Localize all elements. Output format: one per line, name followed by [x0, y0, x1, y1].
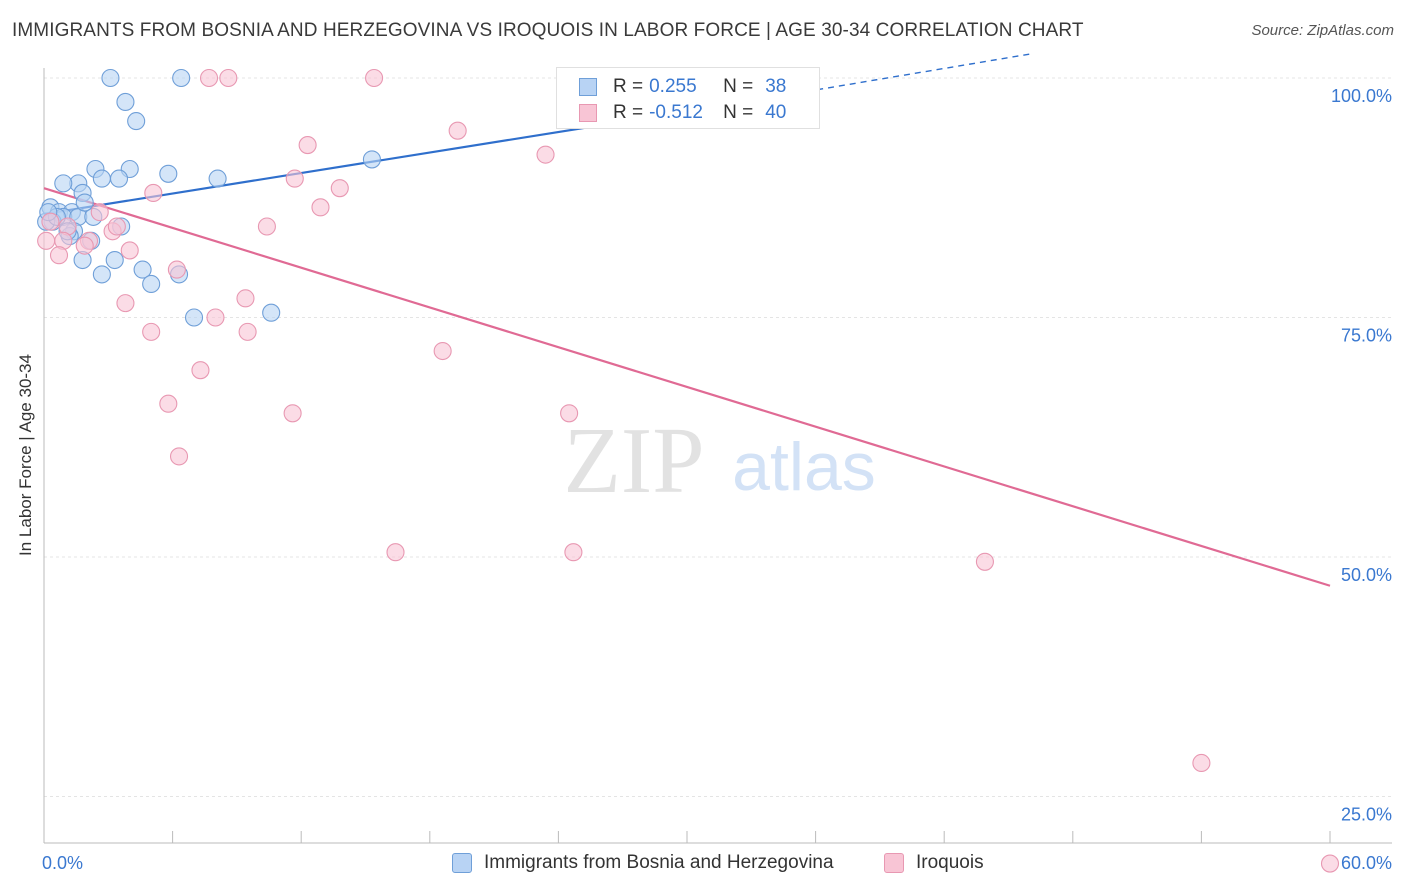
point-iroquois: [536, 145, 555, 164]
x-tick-label: 0.0%: [42, 853, 83, 873]
legend-r-label: R =: [613, 102, 644, 123]
point-iroquois: [142, 322, 161, 341]
point-iroquois: [120, 241, 139, 260]
point-iroquois: [560, 404, 579, 423]
point-iroquois: [564, 543, 583, 562]
correlation-legend: R = 0.255 N = 38 R = -0.512 N = 40: [556, 67, 820, 129]
point-bosnia: [208, 169, 227, 188]
point-iroquois: [169, 447, 189, 466]
point-iroquois: [975, 552, 994, 571]
point-bosnia: [159, 164, 178, 183]
series-swatch-bosnia: [452, 853, 472, 873]
y-tick-label: 25.0%: [1341, 805, 1392, 825]
grid-lines: [44, 77, 1392, 797]
x-tick-label: 60.0%: [1341, 853, 1392, 873]
point-bosnia: [127, 112, 146, 131]
legend-row-bosnia: R = 0.255 N = 38: [579, 75, 786, 99]
trend-line-iroquois: [43, 187, 1331, 587]
point-bosnia: [116, 92, 135, 111]
point-bosnia: [105, 250, 124, 270]
point-iroquois: [238, 322, 257, 341]
point-bosnia: [184, 308, 204, 327]
chart-title: IMMIGRANTS FROM BOSNIA AND HERZEGOVINA V…: [12, 20, 1084, 41]
point-iroquois: [283, 404, 302, 423]
point-iroquois: [206, 308, 225, 327]
data-points: [37, 68, 1340, 873]
point-iroquois: [37, 231, 56, 250]
series-swatch-iroquois: [884, 853, 904, 873]
y-axis-label: In Labor Force | Age 30-34: [16, 354, 35, 556]
point-bosnia: [262, 303, 281, 322]
legend-n-label: N =: [723, 102, 754, 123]
point-iroquois: [236, 289, 255, 308]
legend-n-label: N =: [723, 76, 754, 97]
point-bosnia: [101, 68, 120, 88]
point-iroquois: [199, 68, 219, 88]
series-legend-label: Immigrants from Bosnia and Herzegovina: [484, 852, 834, 873]
point-bosnia: [54, 174, 73, 193]
legend-r-value: 0.255: [649, 76, 697, 97]
y-tick-label: 75.0%: [1341, 326, 1392, 346]
point-iroquois: [159, 394, 178, 413]
tick-labels: 25.0% 50.0% 75.0% 100.0% 0.0% 60.0%: [42, 86, 1392, 873]
watermark: ZIP atlas: [564, 409, 876, 513]
axes: [43, 68, 1392, 844]
point-bosnia: [109, 169, 129, 188]
legend-swatch-iroquois: [579, 104, 597, 122]
point-iroquois: [107, 217, 126, 236]
watermark-atlas: atlas: [732, 429, 876, 505]
point-iroquois: [144, 183, 163, 203]
point-iroquois: [49, 246, 69, 265]
series-legend: Immigrants from Bosnia and Herzegovina I…: [0, 852, 1406, 878]
watermark-zip: ZIP: [564, 409, 705, 513]
point-iroquois: [386, 543, 405, 562]
y-tick-label: 50.0%: [1341, 565, 1392, 585]
point-iroquois: [41, 212, 60, 231]
point-bosnia: [362, 150, 381, 169]
point-iroquois: [1192, 753, 1211, 773]
legend-n-value: 38: [765, 76, 787, 97]
series-legend-bosnia[interactable]: Immigrants from Bosnia and Herzegovina: [452, 852, 834, 874]
point-iroquois: [167, 260, 186, 279]
point-iroquois: [257, 217, 276, 236]
point-iroquois: [191, 361, 210, 380]
point-iroquois: [365, 68, 384, 88]
point-iroquois: [219, 68, 238, 88]
y-tick-label: 100.0%: [1331, 86, 1392, 106]
point-iroquois: [75, 236, 94, 255]
legend-n-value: 40: [765, 102, 787, 123]
legend-r-label: R =: [613, 76, 644, 97]
series-legend-iroquois[interactable]: Iroquois: [884, 852, 984, 874]
point-iroquois: [1320, 854, 1340, 873]
point-iroquois: [90, 203, 109, 222]
point-iroquois: [311, 198, 330, 217]
point-bosnia: [133, 260, 152, 279]
point-iroquois: [285, 169, 304, 188]
legend-row-iroquois: R = -0.512 N = 40: [579, 101, 786, 125]
point-iroquois: [433, 341, 452, 361]
point-bosnia: [92, 169, 111, 188]
point-bosnia: [172, 68, 191, 88]
point-bosnia: [75, 193, 94, 212]
point-bosnia: [142, 274, 161, 294]
point-iroquois: [298, 136, 317, 155]
point-iroquois: [116, 294, 135, 313]
legend-swatch-bosnia: [579, 78, 597, 96]
point-bosnia: [92, 265, 111, 284]
series-legend-label: Iroquois: [916, 852, 984, 873]
point-iroquois: [330, 179, 349, 198]
source-label: Source: ZipAtlas.com: [1251, 22, 1394, 39]
point-iroquois: [448, 121, 467, 140]
legend-r-value: -0.512: [649, 102, 703, 123]
